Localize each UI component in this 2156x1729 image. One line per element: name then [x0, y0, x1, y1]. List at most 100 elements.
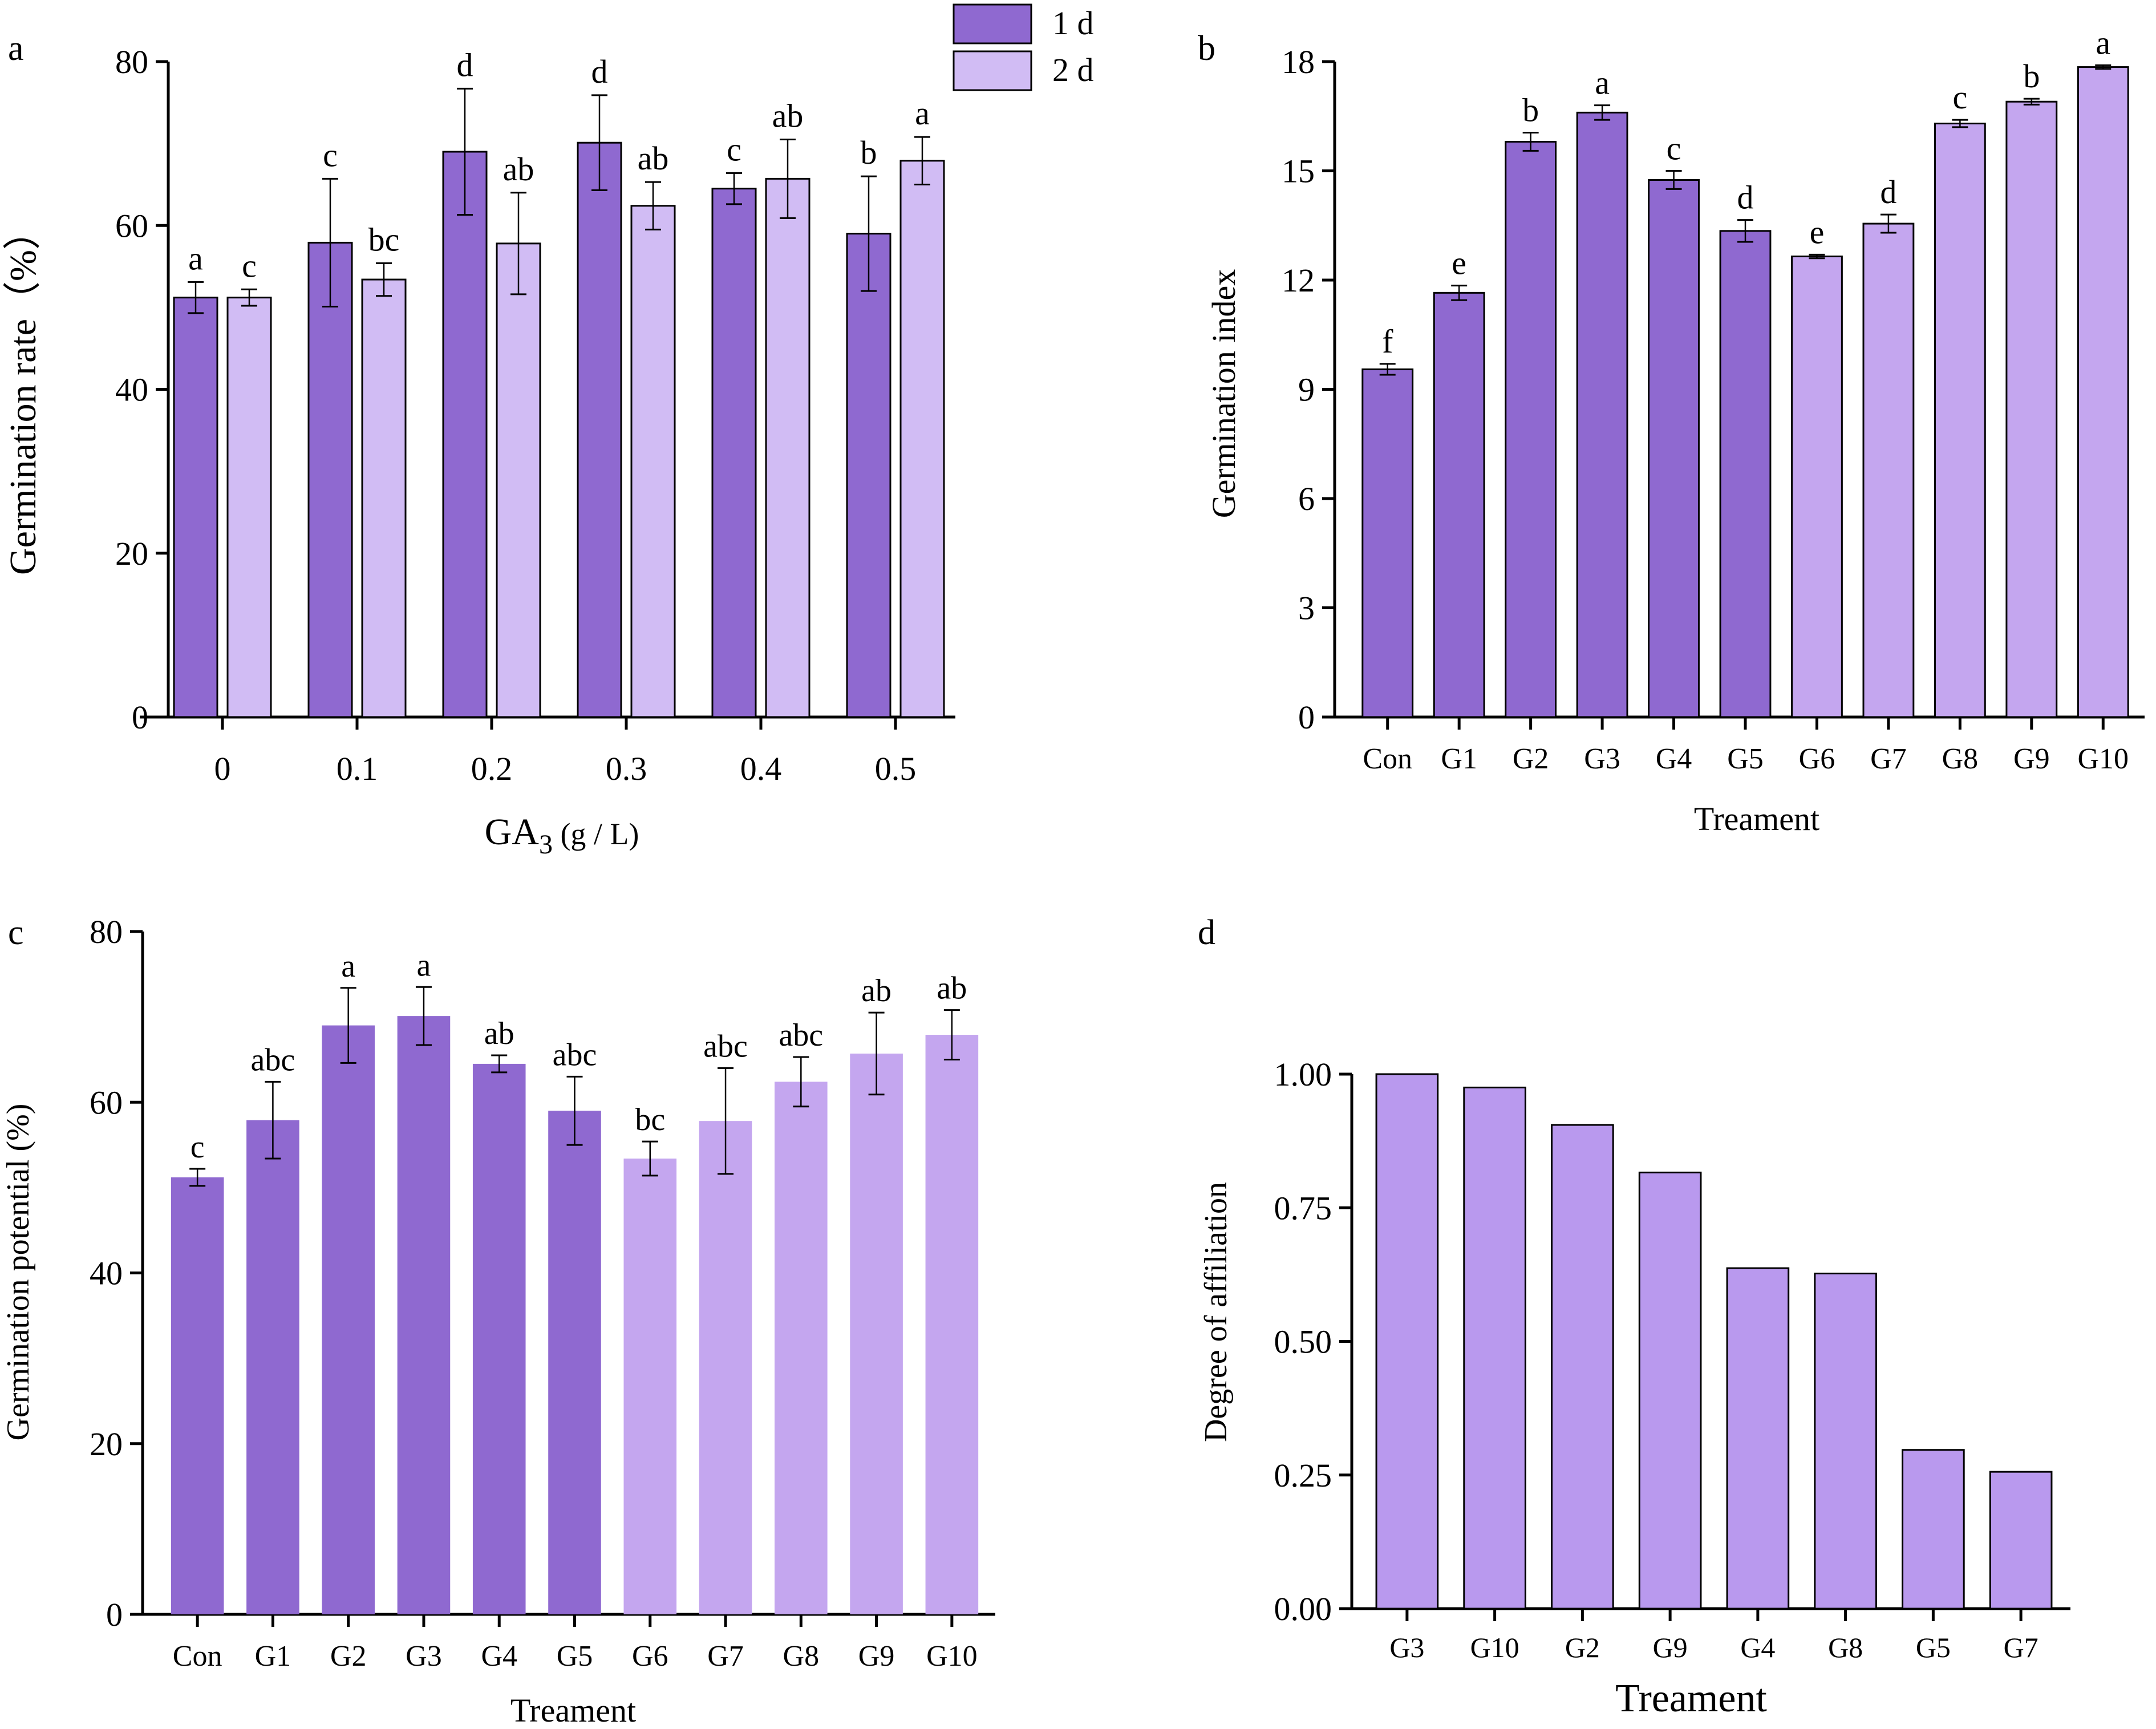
- x-tick-label: G10: [2077, 743, 2129, 775]
- legend-swatch-1d: [953, 3, 1032, 44]
- x-tick-label: 0.3: [606, 750, 647, 787]
- x-tick-label: G3: [1389, 1631, 1424, 1663]
- bar-2d: [630, 205, 676, 718]
- y-tick-label: 1.00: [1274, 1056, 1332, 1093]
- significance-letter: f: [1382, 323, 1393, 360]
- x-tick-label: G4: [481, 1640, 517, 1673]
- bar-1d: [577, 141, 622, 718]
- x-axis-title: Treament: [1615, 1677, 1767, 1720]
- x-tick-label: G7: [1870, 743, 1907, 775]
- panel-label-b: b: [1198, 29, 1215, 68]
- bar-1d: [711, 188, 757, 718]
- x-tick-label: 0: [214, 750, 231, 787]
- x-tick-label: G8: [783, 1640, 820, 1673]
- significance-letter: a: [341, 949, 355, 984]
- significance-letter: abc: [553, 1037, 597, 1072]
- significance-letter: ab: [484, 1016, 514, 1051]
- y-tick-label: 40: [115, 371, 148, 408]
- bar-G5: [548, 1111, 601, 1614]
- bar-2d: [496, 242, 541, 718]
- significance-letter: a: [1595, 64, 1610, 102]
- y-tick-label: 0.00: [1274, 1590, 1332, 1627]
- significance-letter: a: [417, 947, 431, 983]
- x-axis-title: Treament: [510, 1692, 636, 1729]
- x-tick-label: G4: [1740, 1631, 1775, 1663]
- legend: 1 d2 d: [953, 3, 1094, 91]
- bar-G7: [699, 1121, 752, 1614]
- bar-G8: [775, 1082, 828, 1614]
- significance-letter: bc: [368, 221, 400, 258]
- significance-letter: b: [861, 134, 877, 171]
- significance-letter: e: [1452, 245, 1466, 282]
- bar-G9: [2005, 100, 2058, 718]
- y-tick-label: 80: [115, 43, 148, 80]
- bar-2d: [765, 177, 810, 718]
- significance-letter: b: [1522, 91, 1539, 128]
- bar-1d: [173, 297, 218, 718]
- bar-G6: [623, 1159, 677, 1614]
- bar-2d: [899, 160, 945, 718]
- y-axis-title: Germination index: [1205, 269, 1242, 519]
- bar-G9: [850, 1053, 903, 1614]
- x-tick-label: 0.5: [875, 750, 917, 787]
- x-tick-label: G1: [1441, 743, 1477, 775]
- significance-letter: a: [2096, 24, 2110, 61]
- x-axis-title: GA3 (g / L): [485, 811, 639, 860]
- x-tick-label: G2: [1513, 743, 1549, 775]
- x-tick-label: Con: [173, 1640, 222, 1673]
- bar-2d: [361, 278, 407, 718]
- x-tick-label: G5: [1727, 743, 1764, 775]
- bar-G10: [1463, 1086, 1526, 1610]
- significance-letter: c: [242, 247, 257, 284]
- panel-label-a: a: [8, 29, 24, 68]
- bar-G2: [1505, 140, 1557, 718]
- bar-1d: [846, 233, 891, 718]
- bar-G10: [2077, 66, 2129, 718]
- bar-G3: [1576, 111, 1628, 718]
- x-tick-label: G8: [1942, 743, 1979, 775]
- y-tick-label: 0.75: [1274, 1189, 1332, 1226]
- bar-G2: [1551, 1124, 1614, 1610]
- y-tick-label: 40: [90, 1255, 123, 1292]
- significance-letter: a: [188, 240, 203, 277]
- bar-G3: [397, 1016, 451, 1614]
- bar-G7: [1989, 1471, 2053, 1610]
- significance-letter: c: [727, 131, 741, 168]
- bar-Con: [1361, 368, 1414, 718]
- significance-letter: abc: [251, 1042, 295, 1078]
- bar-G9: [1638, 1171, 1702, 1610]
- significance-letter: abc: [703, 1029, 748, 1064]
- significance-letter: ab: [772, 97, 804, 134]
- significance-letter: c: [1667, 130, 1681, 167]
- significance-letter: c: [323, 136, 338, 173]
- y-tick-label: 60: [115, 207, 148, 244]
- significance-letter: d: [457, 46, 473, 83]
- panel-b-germination-index: b 0 3 6 9 12 15 18 f Con e G1 b G2 a G3 c G4 d G5 e G6 d G7 c G8…: [1198, 24, 2145, 837]
- x-tick-label: G5: [1916, 1631, 1951, 1663]
- panel-label-c: c: [8, 913, 24, 952]
- bar-G8: [1814, 1273, 1877, 1610]
- significance-letter: e: [1810, 213, 1825, 250]
- bar-2d: [226, 297, 272, 718]
- x-tick-label: G1: [255, 1640, 291, 1673]
- x-tick-label: G4: [1656, 743, 1692, 775]
- x-tick-label: Con: [1363, 743, 1412, 775]
- significance-letter: d: [1737, 179, 1754, 216]
- significance-letter: b: [2023, 58, 2040, 95]
- bar-G5: [1902, 1449, 1965, 1610]
- significance-letter: abc: [779, 1018, 823, 1053]
- x-tick-label: G10: [926, 1640, 978, 1673]
- significance-letter: d: [1880, 173, 1896, 210]
- significance-letter: c: [191, 1129, 205, 1165]
- bar-Con: [171, 1177, 224, 1614]
- bar-G2: [322, 1025, 375, 1614]
- x-tick-label: G2: [330, 1640, 367, 1673]
- significance-letter: d: [591, 53, 608, 90]
- x-tick-label: G2: [1565, 1631, 1600, 1663]
- x-tick-label: 0.1: [337, 750, 378, 787]
- x-tick-label: G7: [707, 1640, 744, 1673]
- y-tick-label: 20: [115, 535, 148, 572]
- x-tick-label: G8: [1828, 1631, 1863, 1663]
